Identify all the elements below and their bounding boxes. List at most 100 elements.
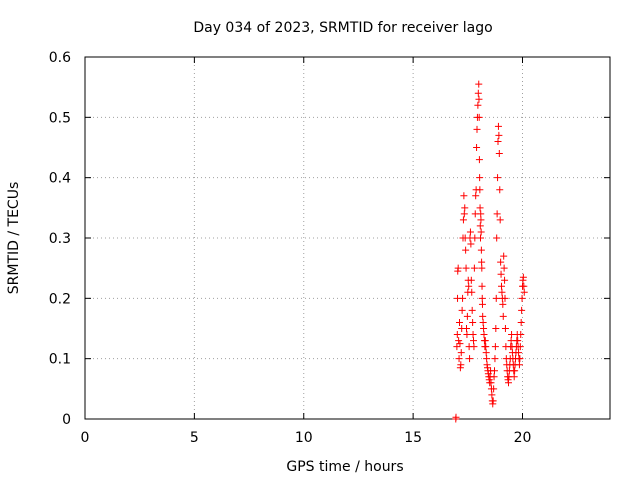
x-axis-label: GPS time / hours <box>286 459 403 475</box>
data-point <box>480 325 488 332</box>
data-point <box>470 343 478 351</box>
data-point <box>495 150 503 158</box>
y-tick-label: 0.3 <box>49 231 71 247</box>
data-point <box>493 210 501 218</box>
data-point <box>455 355 463 363</box>
data-point <box>491 343 499 351</box>
chart-title: Day 034 of 2023, SRMTID for receiver lag… <box>193 20 492 36</box>
data-point <box>461 204 469 212</box>
x-tick-label: 5 <box>190 430 199 446</box>
data-point <box>478 294 486 302</box>
data-point <box>482 343 490 351</box>
data-point <box>483 355 491 363</box>
data-point <box>458 306 466 314</box>
data-point <box>465 282 473 290</box>
x-tick-label: 15 <box>404 430 422 446</box>
data-point <box>500 252 508 260</box>
data-point <box>476 204 484 212</box>
y-tick-label: 0.4 <box>49 171 71 187</box>
data-point <box>499 300 507 308</box>
data-point <box>492 294 500 302</box>
data-point <box>505 379 512 387</box>
data-point <box>473 144 481 151</box>
x-tick-label: 0 <box>81 430 90 446</box>
data-point <box>518 306 526 314</box>
data-point <box>477 210 485 218</box>
data-point <box>457 349 465 357</box>
data-point <box>478 258 486 266</box>
y-tick-label: 0.5 <box>49 110 71 126</box>
data-point <box>466 228 474 236</box>
data-point <box>498 282 505 290</box>
data-point <box>500 264 508 272</box>
data-point <box>468 288 476 296</box>
data-point <box>494 174 502 182</box>
data-point <box>475 156 483 164</box>
data-point <box>520 288 528 296</box>
data-point <box>479 318 487 326</box>
data-point <box>494 122 502 130</box>
data-point <box>519 273 527 281</box>
data-point <box>501 276 509 284</box>
data-point <box>494 137 502 145</box>
data-point <box>491 367 498 375</box>
data-point <box>495 131 503 139</box>
y-axis-label: SRMTID / TECUs <box>6 182 22 295</box>
data-point <box>497 258 505 266</box>
data-point <box>474 89 482 97</box>
data-point <box>511 367 519 375</box>
data-point <box>487 379 495 387</box>
data-point <box>516 343 524 351</box>
data-point <box>478 264 486 272</box>
data-point <box>454 264 462 272</box>
data-point <box>501 325 509 332</box>
data-point <box>479 312 487 320</box>
data-point <box>469 331 477 339</box>
data-point <box>453 343 461 351</box>
data-point <box>477 234 484 242</box>
data-point <box>488 391 496 399</box>
data-point <box>457 361 465 369</box>
data-point <box>482 349 490 357</box>
grid-layer <box>85 57 610 419</box>
data-point <box>460 192 468 200</box>
data-point <box>489 397 497 405</box>
data-point <box>514 337 522 345</box>
data-point <box>473 125 481 133</box>
data-point <box>463 312 471 320</box>
data-point <box>517 331 525 339</box>
data-point <box>491 355 499 363</box>
data-point <box>478 300 486 308</box>
data-point <box>476 186 484 194</box>
data-point <box>478 282 486 290</box>
data-point <box>490 385 498 393</box>
data-point <box>474 101 482 109</box>
data-point <box>476 222 484 230</box>
data-point <box>477 228 485 236</box>
data-point <box>516 355 524 363</box>
data-point <box>476 174 484 182</box>
data-point <box>490 373 498 381</box>
data-point <box>475 80 483 88</box>
data-point <box>462 264 470 272</box>
data-point <box>515 361 523 369</box>
data-point <box>520 282 528 290</box>
data-point <box>492 325 500 332</box>
data-point <box>475 113 483 121</box>
data-point <box>469 318 477 326</box>
y-tick-label: 0 <box>62 412 71 428</box>
data-points <box>452 80 528 423</box>
data-point <box>470 337 477 345</box>
data-point <box>455 337 463 345</box>
data-point <box>459 216 467 224</box>
data-point <box>496 186 504 194</box>
data-point <box>467 240 475 248</box>
data-point <box>517 318 525 326</box>
data-point <box>499 312 507 320</box>
data-point <box>456 340 464 348</box>
data-point <box>466 355 474 363</box>
plot-frame <box>84 56 611 420</box>
data-point <box>453 331 461 339</box>
y-tick-label: 0.6 <box>49 50 71 66</box>
